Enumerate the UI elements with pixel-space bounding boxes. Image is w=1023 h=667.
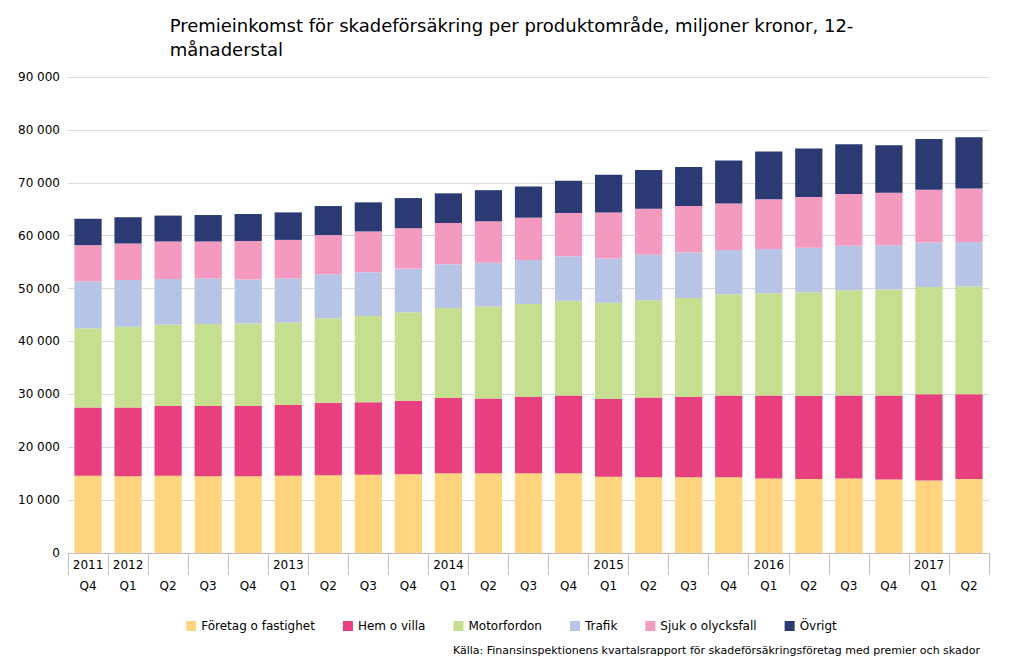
svg-text:Q3: Q3 — [680, 579, 697, 593]
svg-text:30 000: 30 000 — [18, 387, 60, 401]
svg-text:Q1: Q1 — [440, 579, 457, 593]
svg-text:60 000: 60 000 — [18, 229, 60, 243]
svg-text:2013: 2013 — [273, 558, 304, 572]
svg-text:Företag o fastighet: Företag o fastighet — [201, 619, 315, 633]
svg-text:10 000: 10 000 — [18, 493, 60, 507]
svg-text:Q4: Q4 — [79, 579, 96, 593]
svg-text:Q4: Q4 — [240, 579, 257, 593]
svg-text:Q2: Q2 — [640, 579, 657, 593]
svg-text:Motorfordon: Motorfordon — [468, 619, 542, 633]
svg-text:Q1: Q1 — [760, 579, 777, 593]
svg-text:Q3: Q3 — [840, 579, 857, 593]
svg-text:70 000: 70 000 — [18, 176, 60, 190]
svg-text:2014: 2014 — [433, 558, 464, 572]
svg-text:månaderstal: månaderstal — [170, 39, 283, 60]
svg-text:Q2: Q2 — [160, 579, 177, 593]
svg-text:Q3: Q3 — [360, 579, 377, 593]
svg-text:Övrigt: Övrigt — [800, 617, 837, 633]
svg-text:Hem o villa: Hem o villa — [358, 619, 426, 633]
svg-text:Q2: Q2 — [800, 579, 817, 593]
svg-text:40 000: 40 000 — [18, 334, 60, 348]
svg-text:Q1: Q1 — [600, 579, 617, 593]
svg-text:Q3: Q3 — [520, 579, 537, 593]
svg-text:Q3: Q3 — [200, 579, 217, 593]
svg-text:2011: 2011 — [73, 558, 104, 572]
svg-text:Q4: Q4 — [720, 579, 737, 593]
svg-text:2015: 2015 — [593, 558, 624, 572]
svg-text:90 000: 90 000 — [18, 70, 60, 84]
svg-text:0: 0 — [52, 546, 60, 560]
svg-text:Q1: Q1 — [120, 579, 137, 593]
svg-text:Källa: Finansinspektionens kva: Källa: Finansinspektionens kvartalsrappo… — [453, 644, 981, 657]
svg-text:Q1: Q1 — [280, 579, 297, 593]
svg-text:Trafik: Trafik — [584, 619, 617, 633]
svg-text:Q4: Q4 — [560, 579, 577, 593]
svg-text:2017: 2017 — [914, 558, 945, 572]
svg-text:20 000: 20 000 — [18, 440, 60, 454]
svg-text:50 000: 50 000 — [18, 282, 60, 296]
svg-text:Q1: Q1 — [920, 579, 937, 593]
svg-text:Q2: Q2 — [960, 579, 977, 593]
svg-text:2016: 2016 — [753, 558, 784, 572]
svg-text:80 000: 80 000 — [18, 123, 60, 137]
svg-text:Q2: Q2 — [320, 579, 337, 593]
svg-text:Premieinkomst för skadeförsäkr: Premieinkomst för skadeförsäkring per pr… — [170, 15, 854, 36]
svg-text:2012: 2012 — [113, 558, 144, 572]
svg-text:Q4: Q4 — [400, 579, 417, 593]
svg-text:Sjuk o olycksfall: Sjuk o olycksfall — [660, 619, 756, 633]
svg-text:Q2: Q2 — [480, 579, 497, 593]
svg-text:Q4: Q4 — [880, 579, 897, 593]
